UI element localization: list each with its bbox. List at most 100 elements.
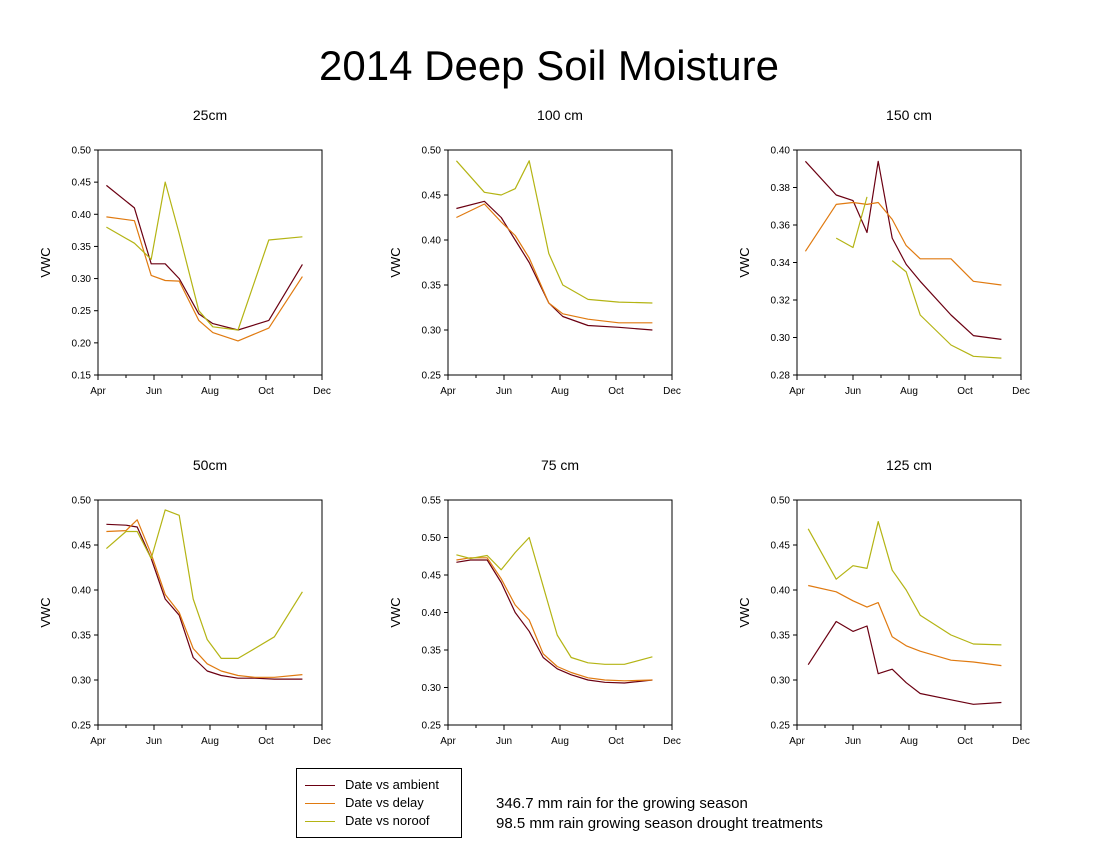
x-tick-label: Aug <box>900 736 918 747</box>
y-tick-label: 0.30 <box>72 274 92 285</box>
y-tick-label: 0.40 <box>422 236 442 247</box>
series-line-1 <box>804 201 1002 286</box>
y-tick-label: 0.45 <box>422 571 442 582</box>
plot-frame <box>447 149 673 376</box>
x-tick-label: Jun <box>845 736 861 747</box>
x-tick-label: Dec <box>1012 386 1030 397</box>
y-tick-label: 0.35 <box>72 242 92 253</box>
x-tick-label: Apr <box>789 736 805 747</box>
x-tick-label: Dec <box>1012 736 1030 747</box>
y-tick-label: 0.30 <box>771 676 791 687</box>
y-tick-label: 0.15 <box>72 371 92 382</box>
y-tick-label: 0.38 <box>771 183 791 194</box>
x-tick-label: Dec <box>663 736 681 747</box>
legend-swatch-noroof <box>305 821 335 822</box>
y-tick-label: 0.35 <box>771 631 791 642</box>
y-axis-label: VWC <box>388 597 403 627</box>
y-axis-label: VWC <box>737 597 752 627</box>
y-tick-label: 0.25 <box>771 721 791 732</box>
legend: Date vs ambient Date vs delay Date vs no… <box>296 768 462 838</box>
panel-title: 100 cm <box>537 107 583 123</box>
series-line-2 <box>807 521 1002 646</box>
x-tick-label: Oct <box>957 386 973 397</box>
y-tick-label: 0.50 <box>72 496 92 507</box>
series-line-0 <box>456 559 653 684</box>
y-tick-label: 0.25 <box>422 371 442 382</box>
x-tick-label: Apr <box>90 386 106 397</box>
panel-title: 25cm <box>193 107 227 123</box>
y-tick-label: 0.35 <box>422 281 442 292</box>
y-tick-label: 0.20 <box>72 338 92 349</box>
legend-swatch-delay <box>305 803 335 804</box>
x-tick-label: Jun <box>146 386 162 397</box>
x-tick-label: Dec <box>663 386 681 397</box>
series-line-2 <box>455 160 653 304</box>
rain-note-season: 346.7 mm rain for the growing season <box>496 795 748 812</box>
panel-title: 150 cm <box>886 107 932 123</box>
x-tick-label: Apr <box>440 386 456 397</box>
y-tick-label: 0.25 <box>72 721 92 732</box>
chart-panel-4: 75 cm VWC 0.25 0.30 0.35 0.40 0.45 0.50 0.55 Apr J… <box>388 457 681 747</box>
y-tick-label: 0.50 <box>72 146 92 157</box>
series-line-1 <box>106 519 303 678</box>
x-tick-label: Aug <box>551 386 569 397</box>
y-tick-label: 0.45 <box>72 541 92 552</box>
x-tick-label: Oct <box>957 736 973 747</box>
plot-frame <box>447 499 673 726</box>
panel-title: 125 cm <box>886 457 932 473</box>
panel-title: 50cm <box>193 457 227 473</box>
x-tick-label: Dec <box>313 736 331 747</box>
y-tick-label: 0.40 <box>72 210 92 221</box>
y-axis-label: VWC <box>737 247 752 277</box>
y-tick-label: 0.50 <box>422 533 442 544</box>
plot-frame <box>796 499 1022 726</box>
plot-frame <box>97 499 323 726</box>
legend-swatch-ambient <box>305 785 335 786</box>
x-tick-label: Apr <box>440 736 456 747</box>
x-tick-label: Oct <box>608 736 624 747</box>
y-tick-label: 0.35 <box>422 646 442 657</box>
series-line-0 <box>804 160 1002 340</box>
series-line-0 <box>106 523 303 680</box>
y-tick-label: 0.45 <box>422 191 442 202</box>
y-tick-label: 0.25 <box>72 306 92 317</box>
x-tick-label: Jun <box>496 736 512 747</box>
y-tick-label: 0.40 <box>771 146 791 157</box>
series-line-1 <box>808 584 1002 667</box>
y-axis-label: VWC <box>38 247 53 277</box>
x-tick-label: Dec <box>313 386 331 397</box>
series-line-0 <box>106 184 303 331</box>
legend-label-ambient: Date vs ambient <box>345 777 439 792</box>
y-tick-label: 0.40 <box>771 586 791 597</box>
y-tick-label: 0.35 <box>72 631 92 642</box>
y-tick-label: 0.45 <box>771 541 791 552</box>
x-tick-label: Aug <box>551 736 569 747</box>
y-tick-label: 0.40 <box>72 586 92 597</box>
chart-title: 2014 Deep Soil Moisture <box>319 42 779 89</box>
series-line-0 <box>456 200 653 331</box>
y-tick-label: 0.28 <box>771 371 791 382</box>
plot-frame <box>97 149 323 376</box>
x-tick-label: Aug <box>900 386 918 397</box>
y-tick-label: 0.30 <box>422 683 442 694</box>
y-tick-label: 0.30 <box>72 676 92 687</box>
chart-panel-5: 125 cm VWC 0.25 0.30 0.35 0.40 0.45 0.50 Apr Jun A… <box>737 457 1030 747</box>
legend-label-noroof: Date vs noroof <box>345 813 430 828</box>
series-line-2 <box>106 181 303 331</box>
x-tick-label: Apr <box>789 386 805 397</box>
series-line-1 <box>456 203 653 324</box>
y-tick-label: 0.30 <box>771 333 791 344</box>
y-tick-label: 0.50 <box>771 496 791 507</box>
y-tick-label: 0.32 <box>771 296 791 307</box>
y-axis-label: VWC <box>38 597 53 627</box>
legend-label-delay: Date vs delay <box>345 795 424 810</box>
y-tick-label: 0.36 <box>771 221 791 232</box>
y-tick-label: 0.30 <box>422 326 442 337</box>
series-line-0 <box>807 620 1002 705</box>
series-line-1 <box>456 557 653 682</box>
x-tick-label: Apr <box>90 736 106 747</box>
y-tick-label: 0.34 <box>771 258 791 269</box>
x-tick-label: Oct <box>608 386 624 397</box>
y-tick-label: 0.40 <box>422 608 442 619</box>
y-tick-label: 0.25 <box>422 721 442 732</box>
